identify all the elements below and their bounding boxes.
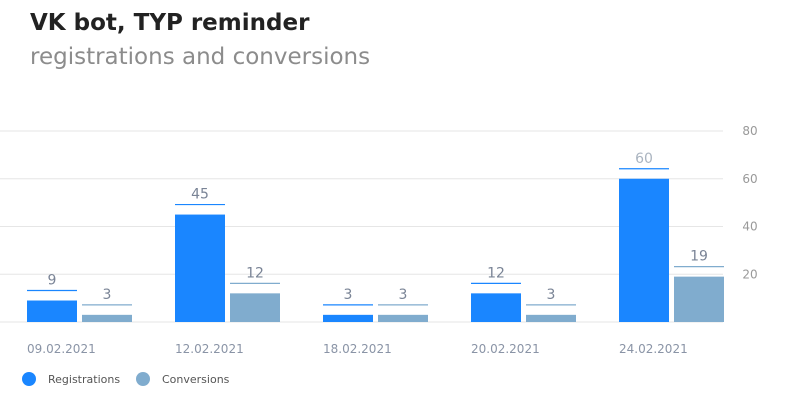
bar-conversions	[674, 276, 724, 322]
legend-item-registrations[interactable]: Registrations	[22, 372, 120, 386]
y-tick-label: 40	[742, 220, 757, 234]
bar-conversions	[230, 293, 280, 322]
x-tick-label: 09.02.2021	[27, 342, 96, 356]
bar-registrations	[27, 300, 77, 322]
legend-dot-registrations	[22, 372, 36, 386]
data-label: 3	[344, 287, 353, 303]
chart-title: VK bot, TYP reminder	[30, 10, 310, 36]
data-label: 3	[547, 287, 556, 303]
chart-subtitle: registrations and conversions	[30, 44, 371, 70]
bar-registrations	[323, 314, 373, 322]
x-tick-label: 24.02.2021	[619, 342, 688, 356]
data-label: 3	[103, 287, 112, 303]
y-tick-label: 80	[742, 124, 757, 138]
bar-registrations	[175, 214, 225, 322]
data-label: 45	[191, 187, 209, 203]
data-label: 3	[399, 287, 408, 303]
y-tick-label: 60	[742, 172, 757, 186]
data-label: 9	[48, 273, 57, 289]
bar-conversions	[526, 314, 576, 322]
data-label: 12	[487, 265, 505, 281]
legend-label: Conversions	[162, 372, 230, 386]
data-label: 19	[690, 249, 708, 265]
legend-label: Registrations	[48, 372, 121, 386]
data-label: 12	[246, 265, 264, 281]
legend-dot-conversions	[136, 372, 150, 386]
y-tick-label: 20	[742, 267, 757, 281]
bar-conversions	[378, 314, 428, 322]
x-tick-label: 12.02.2021	[175, 342, 244, 356]
bar-registrations	[471, 293, 521, 322]
x-tick-label: 20.02.2021	[471, 342, 540, 356]
x-tick-label: 18.02.2021	[323, 342, 392, 356]
bar-registrations	[619, 178, 669, 322]
legend-item-conversions[interactable]: Conversions	[136, 372, 229, 386]
data-label: 60	[635, 151, 653, 167]
bar-conversions	[82, 314, 132, 322]
